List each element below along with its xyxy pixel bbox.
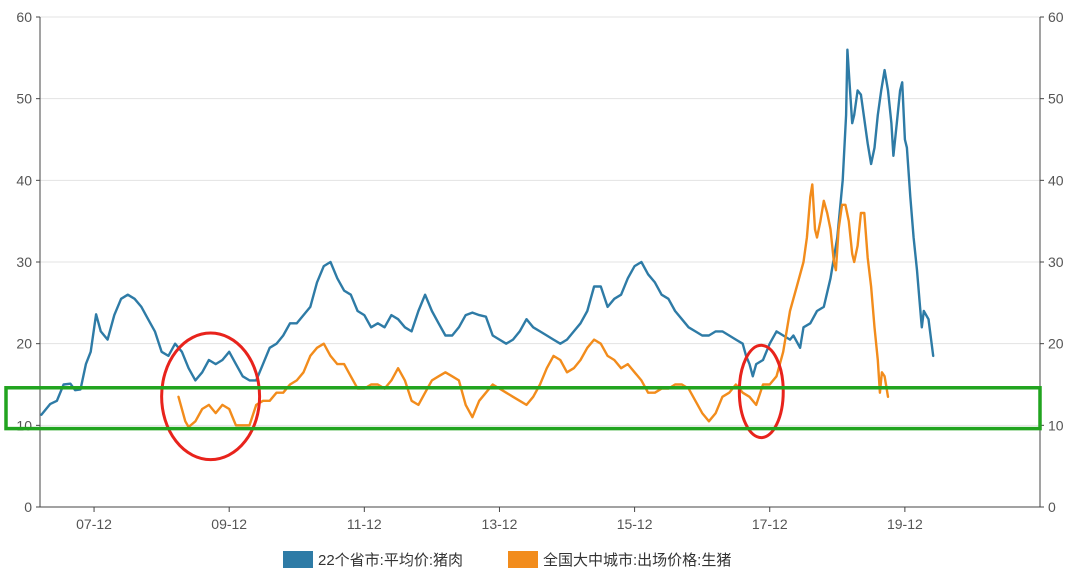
y-right-tick-label: 30 [1048, 254, 1064, 270]
y-left-tick-label: 0 [24, 499, 32, 515]
highlight-circle-2009 [160, 331, 262, 462]
series-line-1 [40, 48, 935, 416]
y-right-tick-label: 20 [1048, 336, 1064, 352]
axes [36, 16, 1044, 512]
y-left-tick-label: 50 [16, 91, 32, 107]
series-line-2 [177, 183, 890, 429]
x-tick-label: 15-12 [617, 516, 653, 532]
support-band-box [4, 386, 1042, 431]
x-tick-label: 09-12 [211, 516, 247, 532]
x-tick-label: 07-12 [76, 516, 112, 532]
y-left-tick-label: 40 [16, 172, 32, 188]
legend-swatch-1 [283, 551, 313, 568]
y-right-tick-label: 60 [1048, 9, 1064, 25]
y-left-tick-label: 20 [16, 336, 32, 352]
legend-label-1: 22个省市:平均价:猪肉 [318, 552, 463, 569]
y-left-tick-label: 60 [16, 9, 32, 25]
grid-lines [40, 16, 1040, 426]
tick-labels: 0 10 20 30 40 50 60 0 10 20 30 40 50 60 07-12 09-12 11-1… [16, 9, 1063, 532]
highlight-circle-2017 [737, 343, 785, 440]
legend-label-2: 全国大中城市:出场价格:生猪 [543, 551, 731, 569]
x-tick-label: 11-12 [347, 516, 382, 532]
series-lines [40, 48, 935, 429]
x-tick-label: 19-12 [887, 516, 923, 532]
y-right-tick-label: 50 [1048, 91, 1064, 107]
y-left-tick-label: 10 [16, 417, 32, 433]
y-right-tick-label: 40 [1048, 172, 1064, 188]
y-right-tick-label: 0 [1048, 499, 1056, 515]
annotations [4, 331, 1042, 462]
y-right-tick-label: 10 [1048, 417, 1064, 433]
x-tick-label: 13-12 [482, 516, 518, 532]
y-left-tick-label: 30 [16, 254, 32, 270]
legend-swatch-2 [508, 551, 538, 568]
x-tick-label: 17-12 [752, 516, 788, 532]
legend: 22个省市:平均价:猪肉 全国大中城市:出场价格:生猪 [283, 551, 731, 569]
